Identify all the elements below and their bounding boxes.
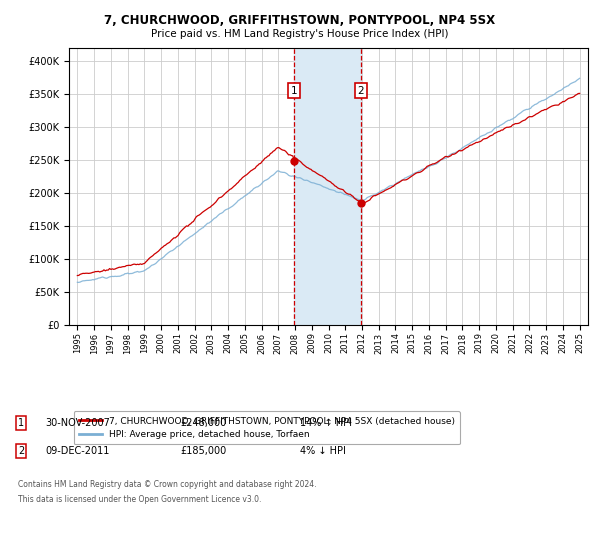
Text: 2: 2 [18, 446, 24, 456]
Text: 1: 1 [290, 86, 297, 96]
Bar [293, 48, 361, 325]
Text: 09-DEC-2011: 09-DEC-2011 [45, 446, 109, 456]
Text: 2: 2 [358, 86, 364, 96]
Text: Contains HM Land Registry data © Crown copyright and database right 2024.: Contains HM Land Registry data © Crown c… [18, 480, 317, 489]
Text: This data is licensed under the Open Government Licence v3.0.: This data is licensed under the Open Gov… [18, 495, 262, 504]
Text: £185,000: £185,000 [180, 446, 226, 456]
Legend: 7, CHURCHWOOD, GRIFFITHSTOWN, PONTYPOOL, NP4 5SX (detached house), HPI: Average : 7, CHURCHWOOD, GRIFFITHSTOWN, PONTYPOOL,… [74, 411, 460, 445]
Text: 30-NOV-2007: 30-NOV-2007 [45, 418, 110, 428]
Text: £248,000: £248,000 [180, 418, 226, 428]
Text: Price paid vs. HM Land Registry's House Price Index (HPI): Price paid vs. HM Land Registry's House … [151, 29, 449, 39]
Text: 4% ↓ HPI: 4% ↓ HPI [300, 446, 346, 456]
Text: 14% ↑ HPI: 14% ↑ HPI [300, 418, 352, 428]
Text: 7, CHURCHWOOD, GRIFFITHSTOWN, PONTYPOOL, NP4 5SX: 7, CHURCHWOOD, GRIFFITHSTOWN, PONTYPOOL,… [104, 14, 496, 27]
Text: 1: 1 [18, 418, 24, 428]
